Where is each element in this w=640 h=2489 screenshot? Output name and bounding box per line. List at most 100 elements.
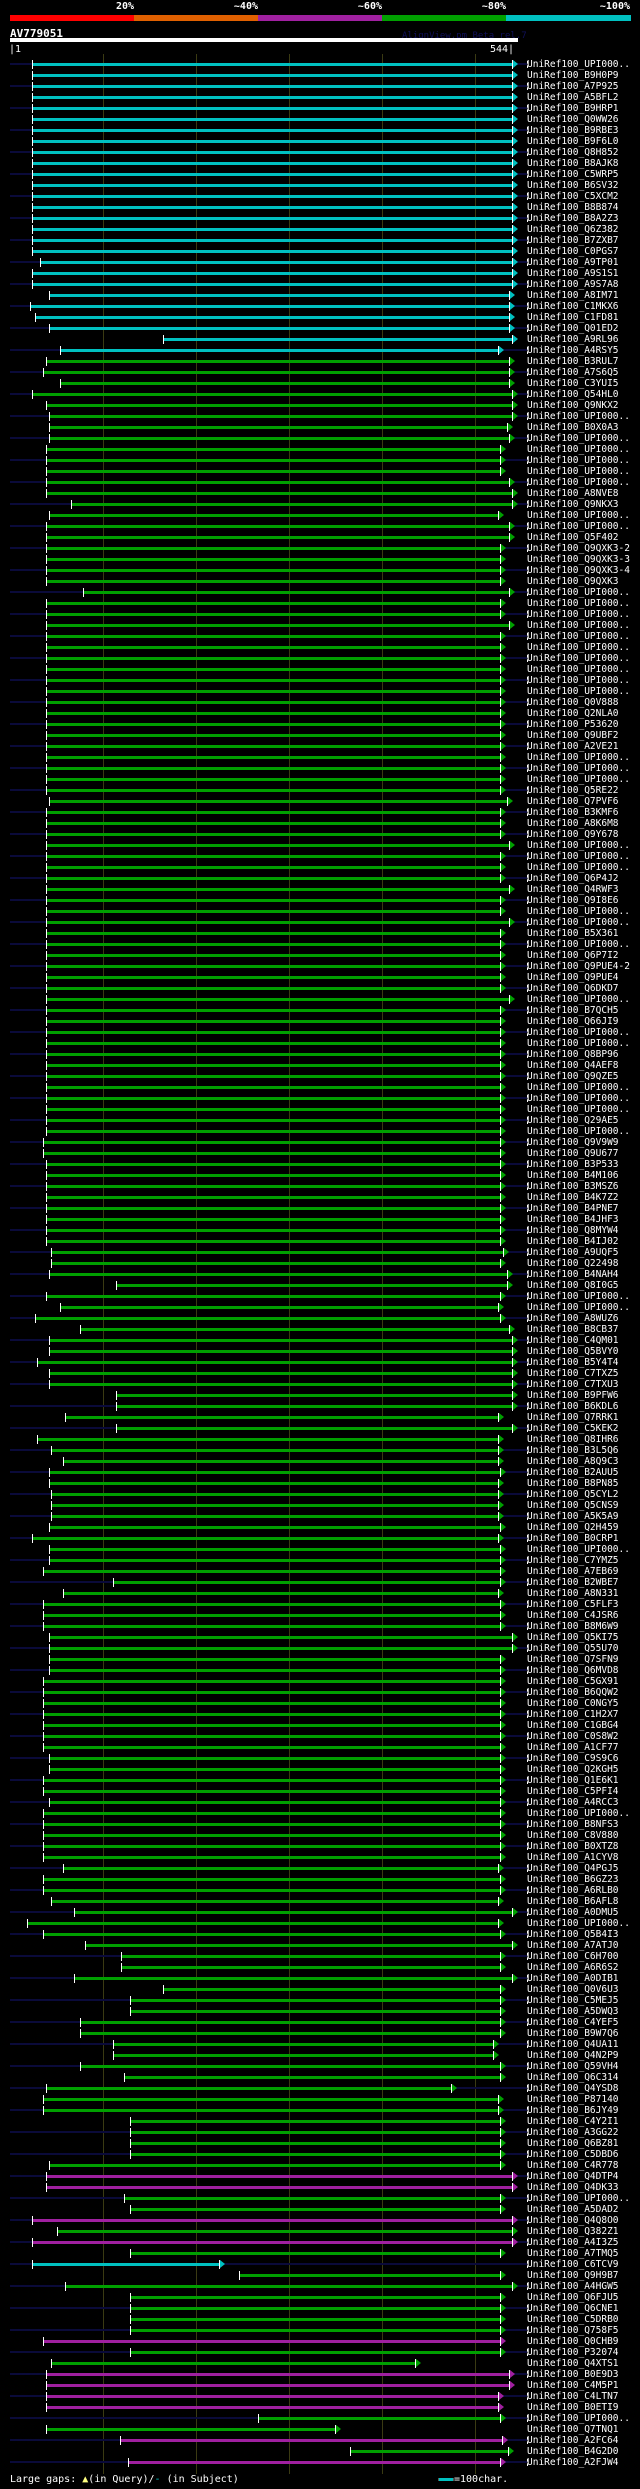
hit-bar[interactable]: [32, 74, 513, 77]
hit-label[interactable]: UniRef100_B0X0A3: [527, 422, 619, 433]
hit-bar[interactable]: [46, 701, 501, 704]
hit-bar[interactable]: [46, 569, 501, 572]
hit-bar[interactable]: [49, 1372, 513, 1375]
hit-bar[interactable]: [49, 415, 513, 418]
hit-row[interactable]: UniRef100_B3P533: [0, 1159, 640, 1170]
hit-bar[interactable]: [43, 1141, 501, 1144]
hit-row[interactable]: UniRef100_UPI000..: [0, 939, 640, 950]
hit-bar[interactable]: [49, 1273, 507, 1276]
hit-label[interactable]: UniRef100_UPI000..: [527, 1093, 630, 1104]
hit-bar[interactable]: [46, 668, 501, 671]
hit-label[interactable]: UniRef100_Q4Q8O0: [527, 2215, 619, 2226]
hit-bar[interactable]: [46, 833, 501, 836]
hit-row[interactable]: UniRef100_A5DWQ3: [0, 2006, 640, 2017]
hit-row[interactable]: UniRef100_B6QQW2: [0, 1687, 640, 1698]
hit-bar[interactable]: [49, 1559, 501, 1562]
hit-row[interactable]: UniRef100_B7ZXB7: [0, 235, 640, 246]
hit-row[interactable]: UniRef100_UPI000..: [0, 752, 640, 763]
hit-label[interactable]: UniRef100_Q8BP96: [527, 1049, 619, 1060]
hit-row[interactable]: UniRef100_P53620: [0, 719, 640, 730]
hit-row[interactable]: UniRef100_Q9QXK3-2: [0, 543, 640, 554]
hit-label[interactable]: UniRef100_Q9Y678: [527, 829, 619, 840]
hit-label[interactable]: UniRef100_UPI000..: [527, 774, 630, 785]
hit-bar[interactable]: [50, 1262, 501, 1265]
hit-bar[interactable]: [32, 393, 513, 396]
hit-bar[interactable]: [46, 811, 501, 814]
hit-label[interactable]: UniRef100_C5MEJ5: [527, 1995, 619, 2006]
hit-row[interactable]: UniRef100_UPI000..: [0, 1093, 640, 1104]
hit-label[interactable]: UniRef100_Q4YSD8: [527, 2083, 619, 2094]
hit-label[interactable]: UniRef100_UPI000..: [527, 466, 630, 477]
hit-row[interactable]: UniRef100_A8N331: [0, 1588, 640, 1599]
hit-bar[interactable]: [163, 338, 513, 341]
hit-label[interactable]: UniRef100_B9W7Q6: [527, 2028, 619, 2039]
hit-label[interactable]: UniRef100_A8WUZ6: [527, 1313, 619, 1324]
hit-label[interactable]: UniRef100_B9F6L0: [527, 136, 619, 147]
hit-bar[interactable]: [46, 1119, 501, 1122]
hit-row[interactable]: UniRef100_A7ATJ0: [0, 1940, 640, 1951]
hit-row[interactable]: UniRef100_UPI000..: [0, 1126, 640, 1137]
hit-row[interactable]: UniRef100_UPI000..: [0, 763, 640, 774]
hit-bar[interactable]: [43, 1834, 501, 1837]
hit-bar[interactable]: [46, 987, 501, 990]
hit-bar[interactable]: [46, 734, 501, 737]
hit-label[interactable]: UniRef100_B8PN85: [527, 1478, 619, 1489]
hit-bar[interactable]: [49, 426, 507, 429]
hit-label[interactable]: UniRef100_Q6DKD7: [527, 983, 619, 994]
hit-row[interactable]: UniRef100_UPI000..: [0, 521, 640, 532]
hit-label[interactable]: UniRef100_A7TMQ5: [527, 2248, 619, 2259]
hit-bar[interactable]: [46, 1020, 501, 1023]
hit-row[interactable]: UniRef100_A9UQF5: [0, 1247, 640, 1258]
hit-row[interactable]: UniRef100_Q5F402: [0, 532, 640, 543]
hit-bar[interactable]: [39, 261, 513, 264]
hit-label[interactable]: UniRef100_UPI000..: [527, 609, 630, 620]
hit-bar[interactable]: [46, 1218, 501, 1221]
hit-bar[interactable]: [49, 1636, 513, 1639]
hit-bar[interactable]: [43, 371, 510, 374]
hit-row[interactable]: UniRef100_UPI000..: [0, 840, 640, 851]
hit-label[interactable]: UniRef100_Q9U677: [527, 1148, 619, 1159]
hit-row[interactable]: UniRef100_UPI000..: [0, 1104, 640, 1115]
hit-label[interactable]: UniRef100_C6H700: [527, 1951, 619, 1962]
hit-row[interactable]: UniRef100_A9TP01: [0, 257, 640, 268]
hit-label[interactable]: UniRef100_UPI000..: [527, 455, 630, 466]
hit-bar[interactable]: [49, 294, 510, 297]
hit-bar[interactable]: [49, 1669, 501, 1672]
hit-row[interactable]: UniRef100_A8NVE8: [0, 488, 640, 499]
hit-row[interactable]: UniRef100_Q9QXK3-4: [0, 565, 640, 576]
hit-label[interactable]: UniRef100_A5K5A9: [527, 1511, 619, 1522]
hit-label[interactable]: UniRef100_C1MKX6: [527, 301, 619, 312]
hit-row[interactable]: UniRef100_B3L5Q6: [0, 1445, 640, 1456]
hit-label[interactable]: UniRef100_UPI000..: [527, 675, 630, 686]
hit-bar[interactable]: [46, 1295, 501, 1298]
hit-row[interactable]: UniRef100_A4RSY5: [0, 345, 640, 356]
hit-label[interactable]: UniRef100_UPI000..: [527, 851, 630, 862]
hit-row[interactable]: UniRef100_B4IJ02: [0, 1236, 640, 1247]
hit-bar[interactable]: [46, 613, 501, 616]
hit-row[interactable]: UniRef100_A0DIB1: [0, 1973, 640, 1984]
hit-bar[interactable]: [129, 2131, 501, 2134]
hit-bar[interactable]: [46, 921, 510, 924]
hit-row[interactable]: UniRef100_C4R778: [0, 2160, 640, 2171]
hit-bar[interactable]: [74, 1911, 513, 1914]
hit-bar[interactable]: [79, 2065, 501, 2068]
hit-row[interactable]: UniRef100_B4M106: [0, 1170, 640, 1181]
hit-bar[interactable]: [46, 1009, 501, 1012]
hit-bar[interactable]: [46, 976, 501, 979]
hit-bar[interactable]: [258, 2417, 501, 2420]
hit-row[interactable]: UniRef100_C3YUI5: [0, 378, 640, 389]
hit-label[interactable]: UniRef100_Q2KGH5: [527, 1764, 619, 1775]
hit-row[interactable]: UniRef100_Q9QXK3-3: [0, 554, 640, 565]
hit-label[interactable]: UniRef100_B0E9D3: [527, 2369, 619, 2380]
hit-row[interactable]: UniRef100_C8V880: [0, 1830, 640, 1841]
hit-row[interactable]: UniRef100_B0E9D3: [0, 2369, 640, 2380]
hit-label[interactable]: UniRef100_UPI000..: [527, 906, 630, 917]
hit-bar[interactable]: [46, 855, 501, 858]
hit-row[interactable]: UniRef100_Q9Y678: [0, 829, 640, 840]
hit-bar[interactable]: [32, 250, 513, 253]
hit-row[interactable]: UniRef100_Q59VH4: [0, 2061, 640, 2072]
hit-bar[interactable]: [46, 1064, 501, 1067]
hit-bar[interactable]: [43, 1878, 501, 1881]
hit-bar[interactable]: [46, 1240, 501, 1243]
hit-bar[interactable]: [46, 756, 501, 759]
